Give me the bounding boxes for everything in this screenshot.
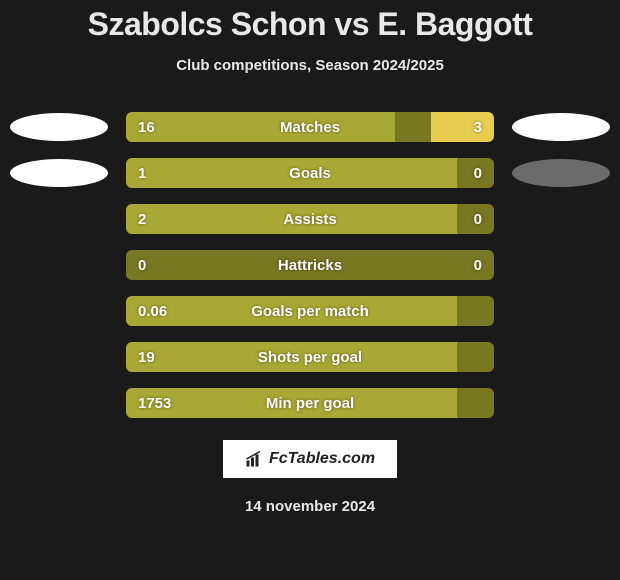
spacer <box>10 343 108 371</box>
chart-icon <box>245 450 263 468</box>
stat-row: 0.06Goals per match <box>0 296 620 326</box>
stat-row: 00Hattricks <box>0 250 620 280</box>
spacer <box>10 205 108 233</box>
stat-bar: 163Matches <box>126 112 494 142</box>
attribution-text: FcTables.com <box>269 450 375 468</box>
page-title: Szabolcs Schon vs E. Baggott <box>88 6 533 43</box>
stat-bar: 19Shots per goal <box>126 342 494 372</box>
stat-label: Hattricks <box>126 257 494 274</box>
comparison-infographic: Szabolcs Schon vs E. Baggott Club compet… <box>0 0 620 580</box>
spacer <box>512 251 610 279</box>
stat-label: Assists <box>126 211 494 228</box>
stat-label: Goals <box>126 165 494 182</box>
stat-row: 20Assists <box>0 204 620 234</box>
stat-label: Shots per goal <box>126 349 494 366</box>
spacer <box>512 343 610 371</box>
spacer <box>512 297 610 325</box>
stats-chart: 163Matches 10Goals 20Assists 00Hattricks 0.0… <box>0 112 620 418</box>
spacer <box>10 297 108 325</box>
footer-date: 14 november 2024 <box>245 498 375 515</box>
stat-label: Matches <box>126 119 494 136</box>
spacer <box>512 389 610 417</box>
stat-label: Min per goal <box>126 395 494 412</box>
player-marker-right <box>512 113 610 141</box>
spacer <box>10 251 108 279</box>
subtitle: Club competitions, Season 2024/2025 <box>176 57 444 74</box>
stat-row: 19Shots per goal <box>0 342 620 372</box>
stat-row: 163Matches <box>0 112 620 142</box>
stat-label: Goals per match <box>126 303 494 320</box>
stat-bar: 20Assists <box>126 204 494 234</box>
spacer <box>512 205 610 233</box>
stat-bar: 10Goals <box>126 158 494 188</box>
stat-bar: 1753Min per goal <box>126 388 494 418</box>
stat-row: 10Goals <box>0 158 620 188</box>
attribution-badge: FcTables.com <box>223 440 397 478</box>
player-marker-left <box>10 113 108 141</box>
stat-bar: 00Hattricks <box>126 250 494 280</box>
stat-row: 1753Min per goal <box>0 388 620 418</box>
spacer <box>10 389 108 417</box>
player-marker-left <box>10 159 108 187</box>
player-marker-right <box>512 159 610 187</box>
stat-bar: 0.06Goals per match <box>126 296 494 326</box>
